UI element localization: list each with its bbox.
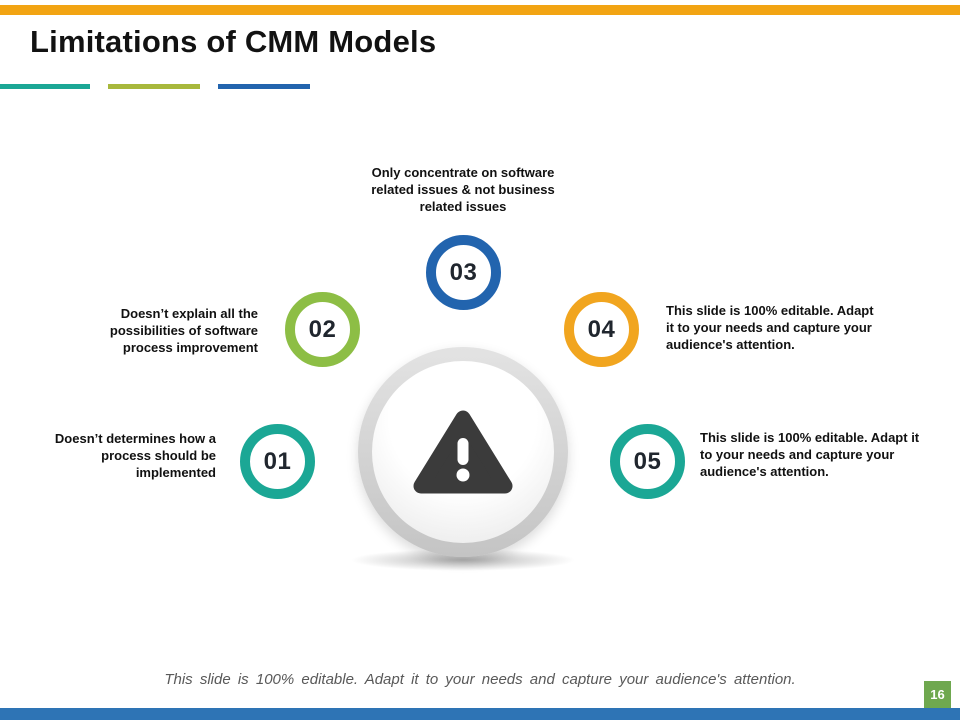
center-circle [358, 347, 568, 557]
title-underline-teal [0, 84, 90, 89]
warning-triangle-icon [413, 410, 513, 494]
top-accent-bar [0, 5, 960, 15]
node-05-number: 05 [633, 447, 662, 475]
node-03-circle: 03 [426, 235, 501, 310]
node-04-circle: 04 [564, 292, 639, 367]
node-02-circle: 02 [285, 292, 360, 367]
node-05-label: This slide is 100% editable. Adapt it to… [700, 430, 920, 480]
node-03-label: Only concentrate on software related iss… [371, 165, 555, 215]
page-number-badge: 16 [924, 681, 951, 708]
bottom-accent-bar [0, 708, 960, 720]
title-underline-olive [108, 84, 200, 89]
page-number: 16 [930, 687, 945, 702]
node-05-circle: 05 [610, 424, 685, 499]
node-01-circle: 01 [240, 424, 315, 499]
center-circle-inner [372, 361, 554, 543]
node-04-label: This slide is 100% editable. Adapt it to… [666, 303, 874, 353]
node-02-number: 02 [308, 315, 337, 343]
editable-note: This slide is 100% editable. Adapt it to… [164, 671, 796, 688]
node-02-label: Doesn’t explain all the possibilities of… [109, 306, 258, 356]
node-01-number: 01 [263, 447, 292, 475]
title-underline-blue [218, 84, 310, 89]
page-title: Limitations of CMM Models [30, 24, 437, 59]
center-circle-shadow [350, 549, 576, 571]
node-04-number: 04 [587, 315, 616, 343]
node-01-label: Doesn’t determines how a process should … [54, 431, 216, 481]
node-03-number: 03 [449, 258, 478, 286]
